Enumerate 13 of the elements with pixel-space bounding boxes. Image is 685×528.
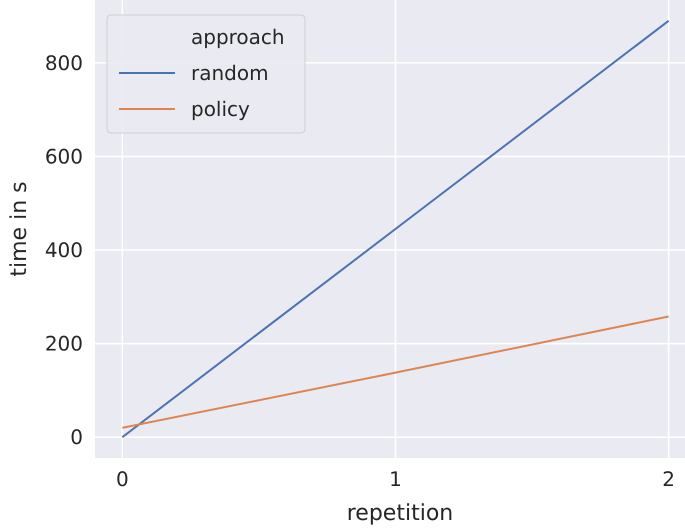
y-tick-label: 800 [44, 50, 83, 75]
y-tick-label: 0 [70, 425, 83, 450]
x-tick-label: 1 [389, 467, 402, 491]
legend-label: policy [191, 97, 250, 121]
legend-label: random [191, 61, 269, 85]
y-tick-label: 600 [44, 144, 83, 168]
x-axis-title: repetition [346, 501, 454, 526]
x-tick-label: 2 [662, 467, 675, 491]
y-axis-title: time in s [7, 181, 32, 277]
y-tick-label: 400 [44, 238, 83, 262]
y-tick-label: 200 [44, 332, 83, 356]
legend-title: approach [191, 25, 285, 49]
x-tick-label: 0 [116, 467, 129, 491]
